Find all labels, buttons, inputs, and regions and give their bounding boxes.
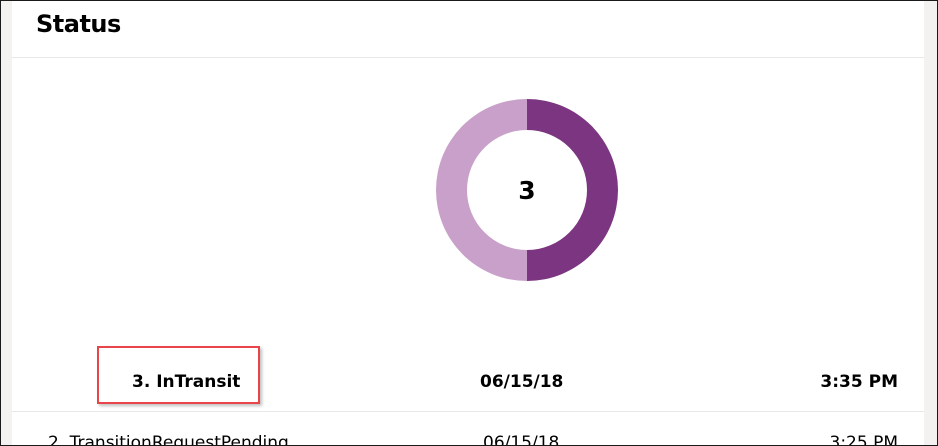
row-date: 06/15/18 bbox=[483, 414, 559, 446]
row-status: 3. InTransit bbox=[132, 353, 240, 411]
row-date: 06/15/18 bbox=[480, 353, 563, 411]
table-row[interactable]: 3. InTransit 06/15/18 3:35 PM bbox=[12, 353, 924, 411]
row-status: 2. TransitionRequestPending bbox=[48, 414, 289, 446]
row-time: 3:35 PM bbox=[820, 353, 898, 411]
panel-title: Status bbox=[36, 10, 121, 38]
left-gutter bbox=[1, 1, 12, 445]
row-divider bbox=[12, 411, 924, 412]
status-donut-chart bbox=[436, 99, 618, 281]
right-gutter bbox=[924, 1, 937, 445]
table-row[interactable]: 2. TransitionRequestPending 06/15/18 3:2… bbox=[12, 414, 924, 446]
donut-segment-active bbox=[527, 99, 618, 281]
donut-segment-remaining bbox=[436, 99, 527, 281]
row-time: 3:25 PM bbox=[830, 414, 899, 446]
header-divider bbox=[12, 57, 924, 58]
